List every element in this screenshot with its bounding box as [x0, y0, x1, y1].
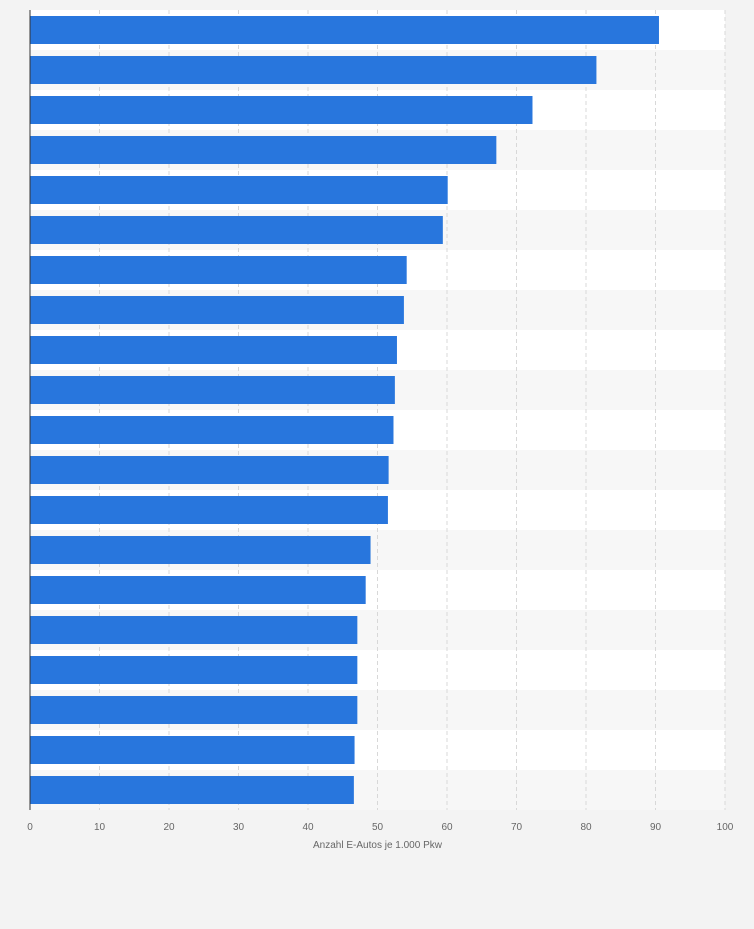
bar [30, 496, 388, 524]
x-tick-label: 90 [650, 822, 662, 833]
x-tick-label: 40 [302, 822, 314, 833]
bar [30, 256, 407, 284]
x-tick-label: 10 [94, 822, 106, 833]
x-tick-label: 60 [441, 822, 453, 833]
bar [30, 56, 597, 84]
bar [30, 376, 395, 404]
bar [30, 576, 366, 604]
bar [30, 696, 358, 724]
bar [30, 416, 394, 444]
x-tick-label: 20 [163, 822, 175, 833]
bars [30, 16, 659, 804]
bar [30, 296, 404, 324]
bar [30, 536, 371, 564]
bar [30, 776, 354, 804]
bar [30, 736, 355, 764]
bar [30, 456, 389, 484]
x-tick-label: 30 [233, 822, 245, 833]
x-tick-label: 50 [372, 822, 384, 833]
x-tick-label: 70 [511, 822, 523, 833]
x-tick-labels: 0 10 20 30 40 50 60 70 80 90 100 [27, 822, 734, 833]
bar [30, 176, 448, 204]
bar [30, 336, 397, 364]
x-tick-label: 0 [27, 822, 33, 833]
bar [30, 16, 659, 44]
x-tick-label: 100 [717, 822, 734, 833]
bar [30, 96, 533, 124]
bar [30, 616, 358, 644]
x-tick-label: 80 [580, 822, 592, 833]
bar [30, 216, 443, 244]
bar [30, 136, 497, 164]
bar [30, 656, 358, 684]
x-axis-title: Anzahl E-Autos je 1.000 Pkw [313, 840, 443, 851]
